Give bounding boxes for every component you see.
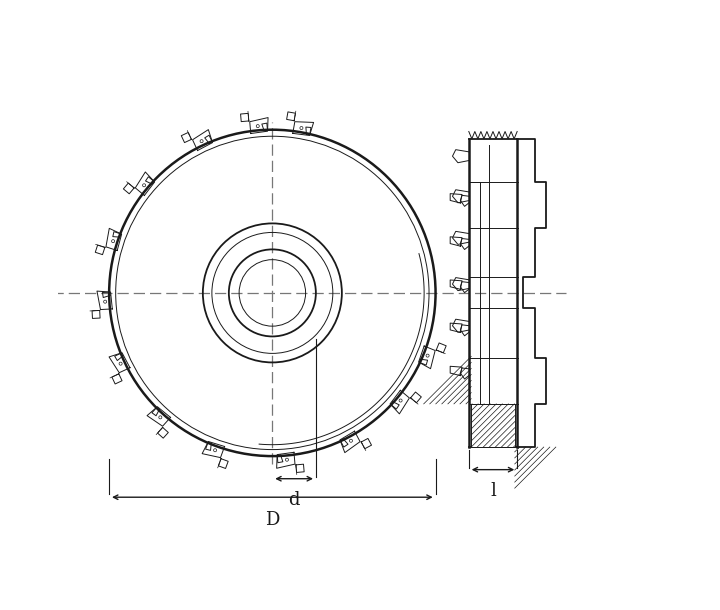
Text: D: D: [265, 511, 279, 528]
FancyBboxPatch shape: [471, 404, 515, 447]
Polygon shape: [450, 366, 462, 376]
Text: l: l: [490, 482, 496, 500]
Polygon shape: [450, 193, 462, 203]
Polygon shape: [450, 323, 462, 332]
Polygon shape: [450, 280, 462, 289]
Text: d: d: [289, 491, 300, 509]
Polygon shape: [450, 237, 462, 246]
